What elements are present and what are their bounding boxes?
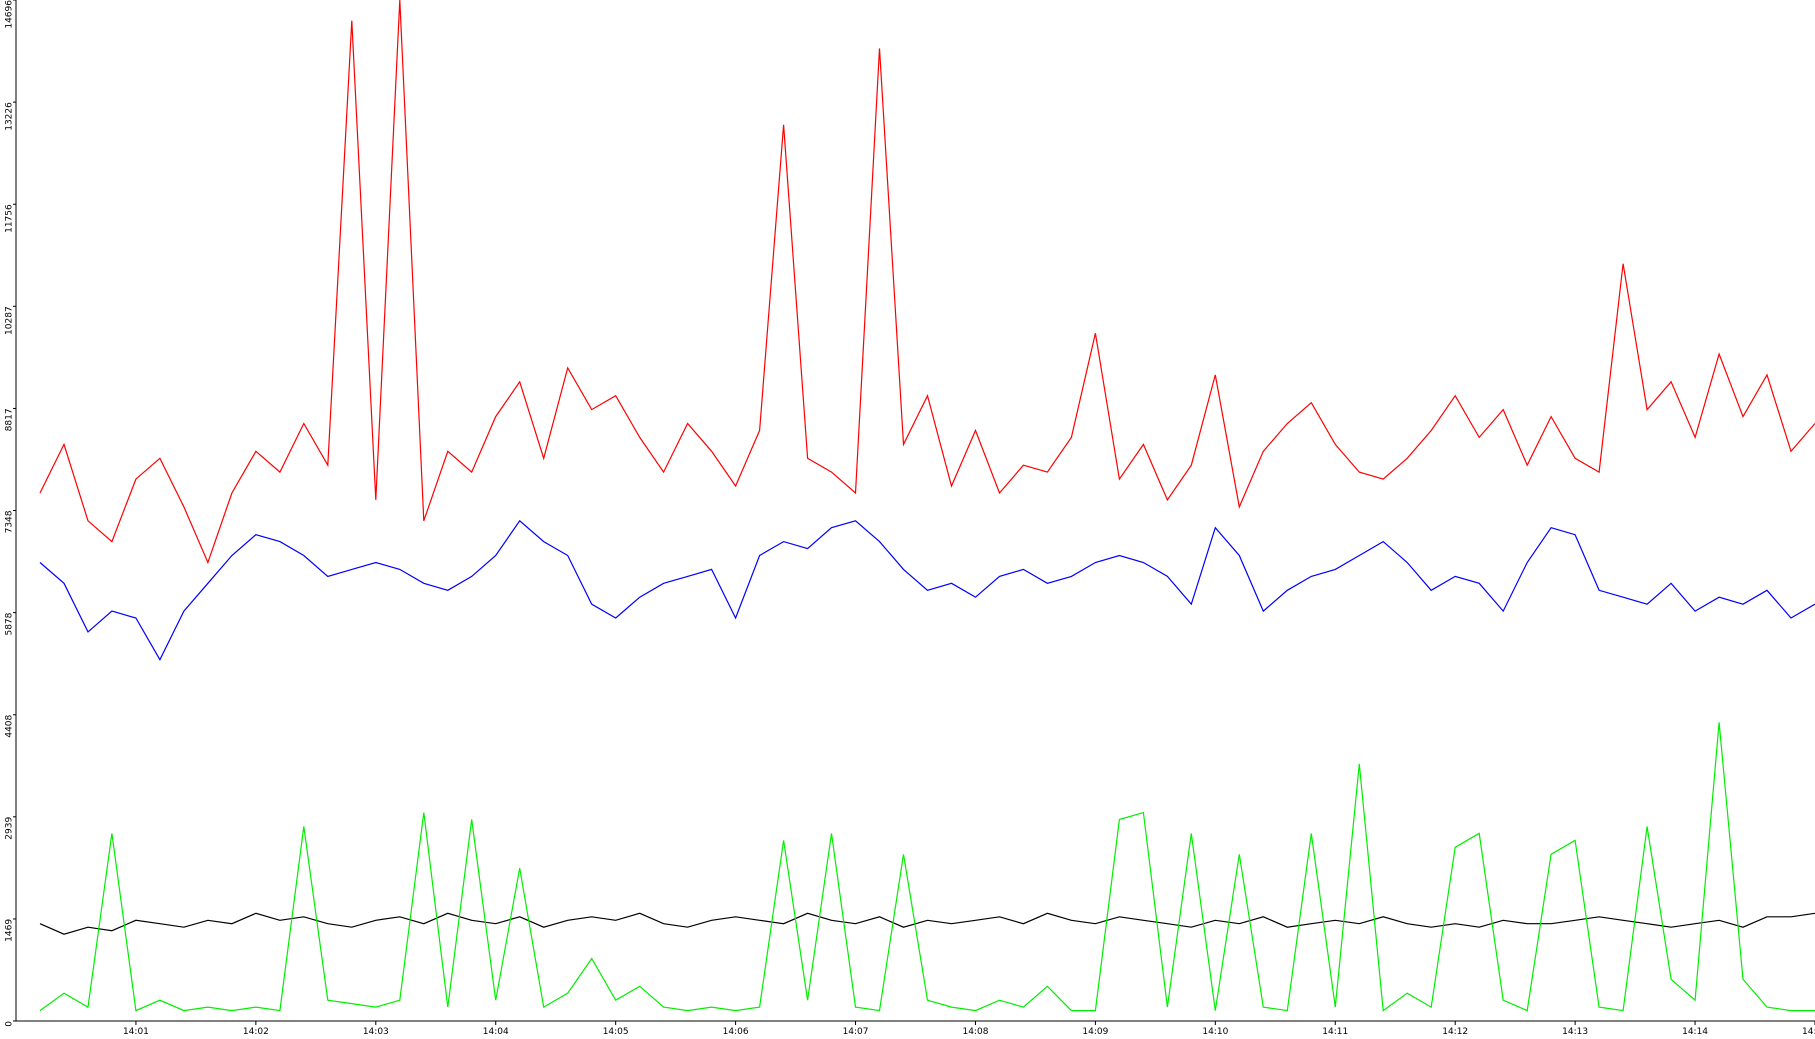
series-line (39, 912, 1815, 935)
y-tick-label: 13226 (5, 102, 15, 131)
y-tick-label: 2939 (5, 817, 15, 840)
x-tick-label: 14:05 (603, 1027, 629, 1037)
x-tick-label: 14:03 (363, 1027, 389, 1037)
y-tick-label: 8817 (5, 408, 15, 431)
x-tick-label: 14:06 (723, 1027, 749, 1037)
series-line (39, 519, 1815, 661)
x-tick-label: 14:13 (1562, 1027, 1588, 1037)
x-tick-label: 14:01 (123, 1027, 149, 1037)
y-tick-label: 4408 (5, 714, 15, 737)
y-tick-label: 0 (5, 1021, 15, 1027)
x-tick-label: 14:12 (1442, 1027, 1468, 1037)
series-line (39, 0, 1815, 565)
x-tick-label: 14:04 (483, 1027, 509, 1037)
y-tick-label: 10287 (5, 306, 15, 335)
x-tick-label: 14:15 (1802, 1027, 1815, 1037)
series-line (39, 722, 1815, 1012)
y-tick-label: 11756 (5, 204, 15, 233)
y-tick-label: 7348 (5, 510, 15, 533)
y-tick-label: 5878 (5, 612, 15, 635)
y-tick-label: 14696 (5, 0, 15, 29)
x-tick-label: 14:07 (843, 1027, 869, 1037)
plot-area (39, 0, 1815, 1012)
x-tick-label: 14:09 (1082, 1027, 1108, 1037)
y-tick-label: 1469 (5, 919, 15, 942)
x-tick-label: 14:08 (962, 1027, 988, 1037)
x-tick-label: 14:14 (1682, 1027, 1708, 1037)
x-tick-label: 14:11 (1322, 1027, 1348, 1037)
x-tick-label: 14:02 (243, 1027, 269, 1037)
x-tick-label: 14:10 (1202, 1027, 1228, 1037)
